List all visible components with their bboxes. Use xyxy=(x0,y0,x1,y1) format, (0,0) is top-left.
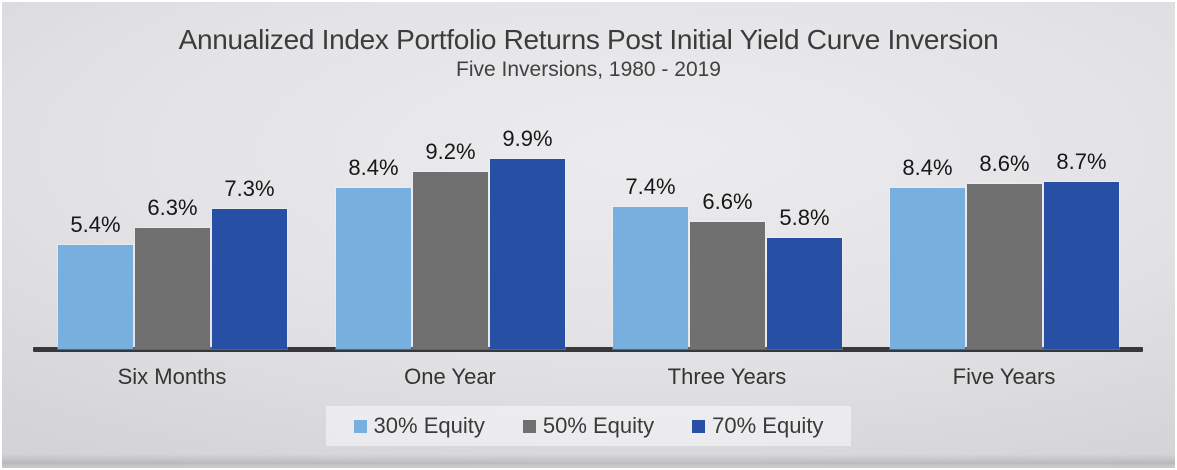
bar-value-label: 7.4% xyxy=(625,174,676,199)
bar-30-equity-five-years xyxy=(890,188,965,349)
bar-70-equity-six-months xyxy=(212,209,287,349)
bar-value-label: 9.2% xyxy=(425,139,476,164)
bar-value-label: 7.3% xyxy=(224,176,275,201)
chart-subtitle: Five Inversions, 1980 - 2019 xyxy=(456,58,721,81)
slide-bottom-shadow xyxy=(0,454,1177,470)
bar-50-equity-three-years xyxy=(690,222,765,349)
legend-box: 30% Equity 50% Equity 70% Equity xyxy=(325,406,852,446)
legend: 30% Equity 50% Equity 70% Equity xyxy=(0,406,1177,446)
bar-value-label: 5.4% xyxy=(70,212,121,237)
bar-50-equity-one-year xyxy=(413,172,488,349)
bar-value-label: 8.7% xyxy=(1056,149,1107,174)
x-axis-category-label: One Year xyxy=(404,364,496,389)
bar-70-equity-one-year xyxy=(490,159,565,349)
legend-item-50-equity: 50% Equity xyxy=(522,413,655,439)
legend-swatch-30-equity xyxy=(353,419,367,433)
bar-30-equity-three-years xyxy=(613,207,688,349)
legend-item-30-equity: 30% Equity xyxy=(353,413,485,439)
chart-title: Annualized Index Portfolio Returns Post … xyxy=(178,24,999,55)
bar-value-label: 8.6% xyxy=(979,151,1030,176)
bar-value-label: 8.4% xyxy=(902,155,953,180)
legend-swatch-70-equity xyxy=(692,419,706,433)
bar-70-equity-five-years xyxy=(1044,182,1119,349)
x-axis-category-label: Three Years xyxy=(667,364,787,389)
x-axis-category-label: Five Years xyxy=(952,364,1056,389)
x-axis-line xyxy=(33,347,1143,352)
bar-30-equity-one-year xyxy=(336,188,411,349)
bar-50-equity-six-months xyxy=(135,228,210,349)
bar-30-equity-six-months xyxy=(58,245,133,349)
legend-label: 70% Equity xyxy=(712,413,824,438)
x-axis-category-label: Six Months xyxy=(117,364,227,389)
legend-swatch-50-equity xyxy=(522,419,536,433)
bar-70-equity-three-years xyxy=(767,238,842,349)
bar-value-label: 6.6% xyxy=(702,189,753,214)
bar-value-label: 9.9% xyxy=(502,126,553,151)
bar-50-equity-five-years xyxy=(967,184,1042,349)
legend-label: 30% Equity xyxy=(373,413,485,438)
legend-item-70-equity: 70% Equity xyxy=(692,413,823,439)
bar-value-label: 6.3% xyxy=(147,195,198,220)
bar-value-label: 8.4% xyxy=(348,155,399,180)
bar-value-label: 5.8% xyxy=(779,205,830,230)
legend-label: 50% Equity xyxy=(542,413,655,438)
